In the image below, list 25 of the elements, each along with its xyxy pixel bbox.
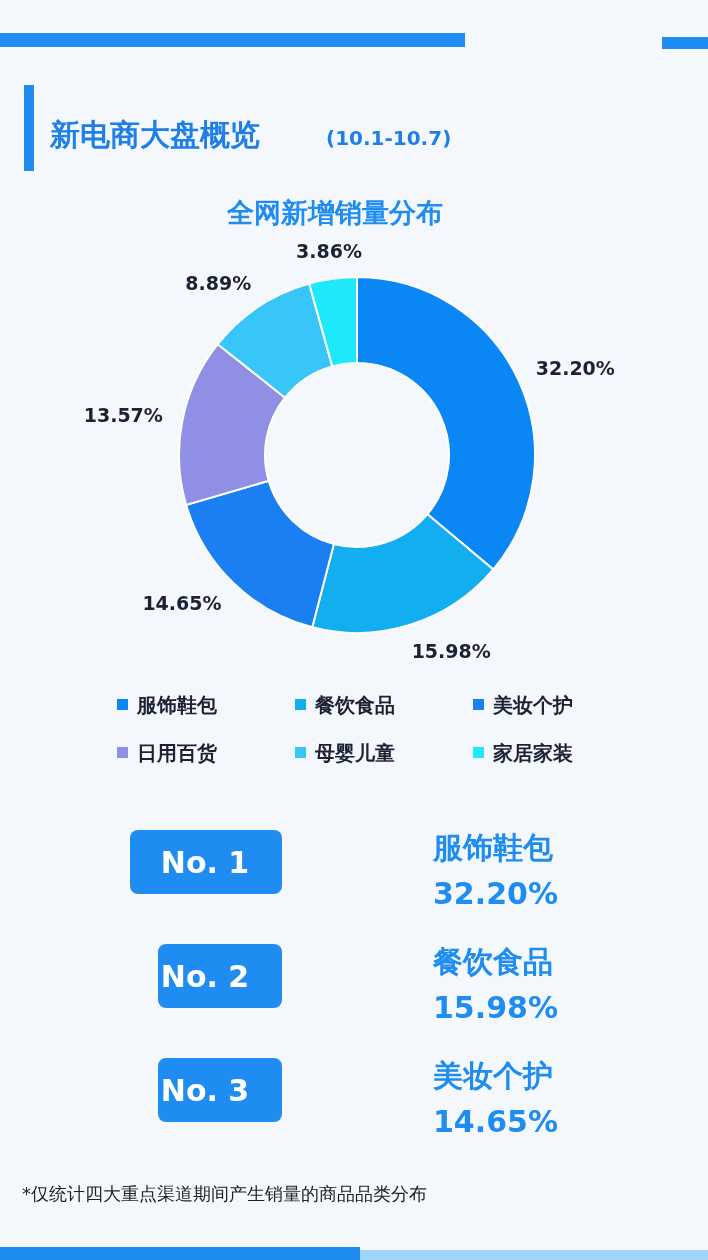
text: 服饰鞋包 [432, 830, 554, 865]
chart-title: 全网新增销量分布 [226, 197, 443, 228]
data-label: 14.65% [142, 591, 222, 614]
legend-label: 餐饮食品 [314, 693, 395, 717]
text: *仅统计四大重点渠道期间产生销量的商品品类分布 [22, 1183, 427, 1204]
text: 美妆个护 [432, 1058, 553, 1093]
text: 32.20% [433, 876, 558, 911]
text: 餐饮食品 [432, 944, 553, 979]
data-label: 15.98% [411, 640, 491, 663]
text: 14.65% [433, 1104, 558, 1139]
legend-label: 服饰鞋包 [136, 693, 218, 717]
text: No. 2 [160, 959, 250, 994]
legend-label: 母婴儿童 [314, 741, 395, 765]
text: No. 1 [160, 845, 250, 880]
data-label: 8.89% [185, 272, 252, 295]
data-label: 32.20% [535, 356, 615, 379]
legend-label: 家居家装 [492, 741, 573, 765]
text: 新电商大盘概览 [49, 117, 260, 152]
text: No. 3 [160, 1073, 250, 1108]
data-label: 13.57% [83, 404, 163, 427]
legend-label: 美妆个护 [492, 693, 573, 717]
text: 15.98% [433, 990, 558, 1025]
text: (10.1-10.7) [326, 126, 452, 150]
data-label: 3.86% [296, 239, 363, 262]
legend-label: 日用百货 [137, 741, 217, 765]
